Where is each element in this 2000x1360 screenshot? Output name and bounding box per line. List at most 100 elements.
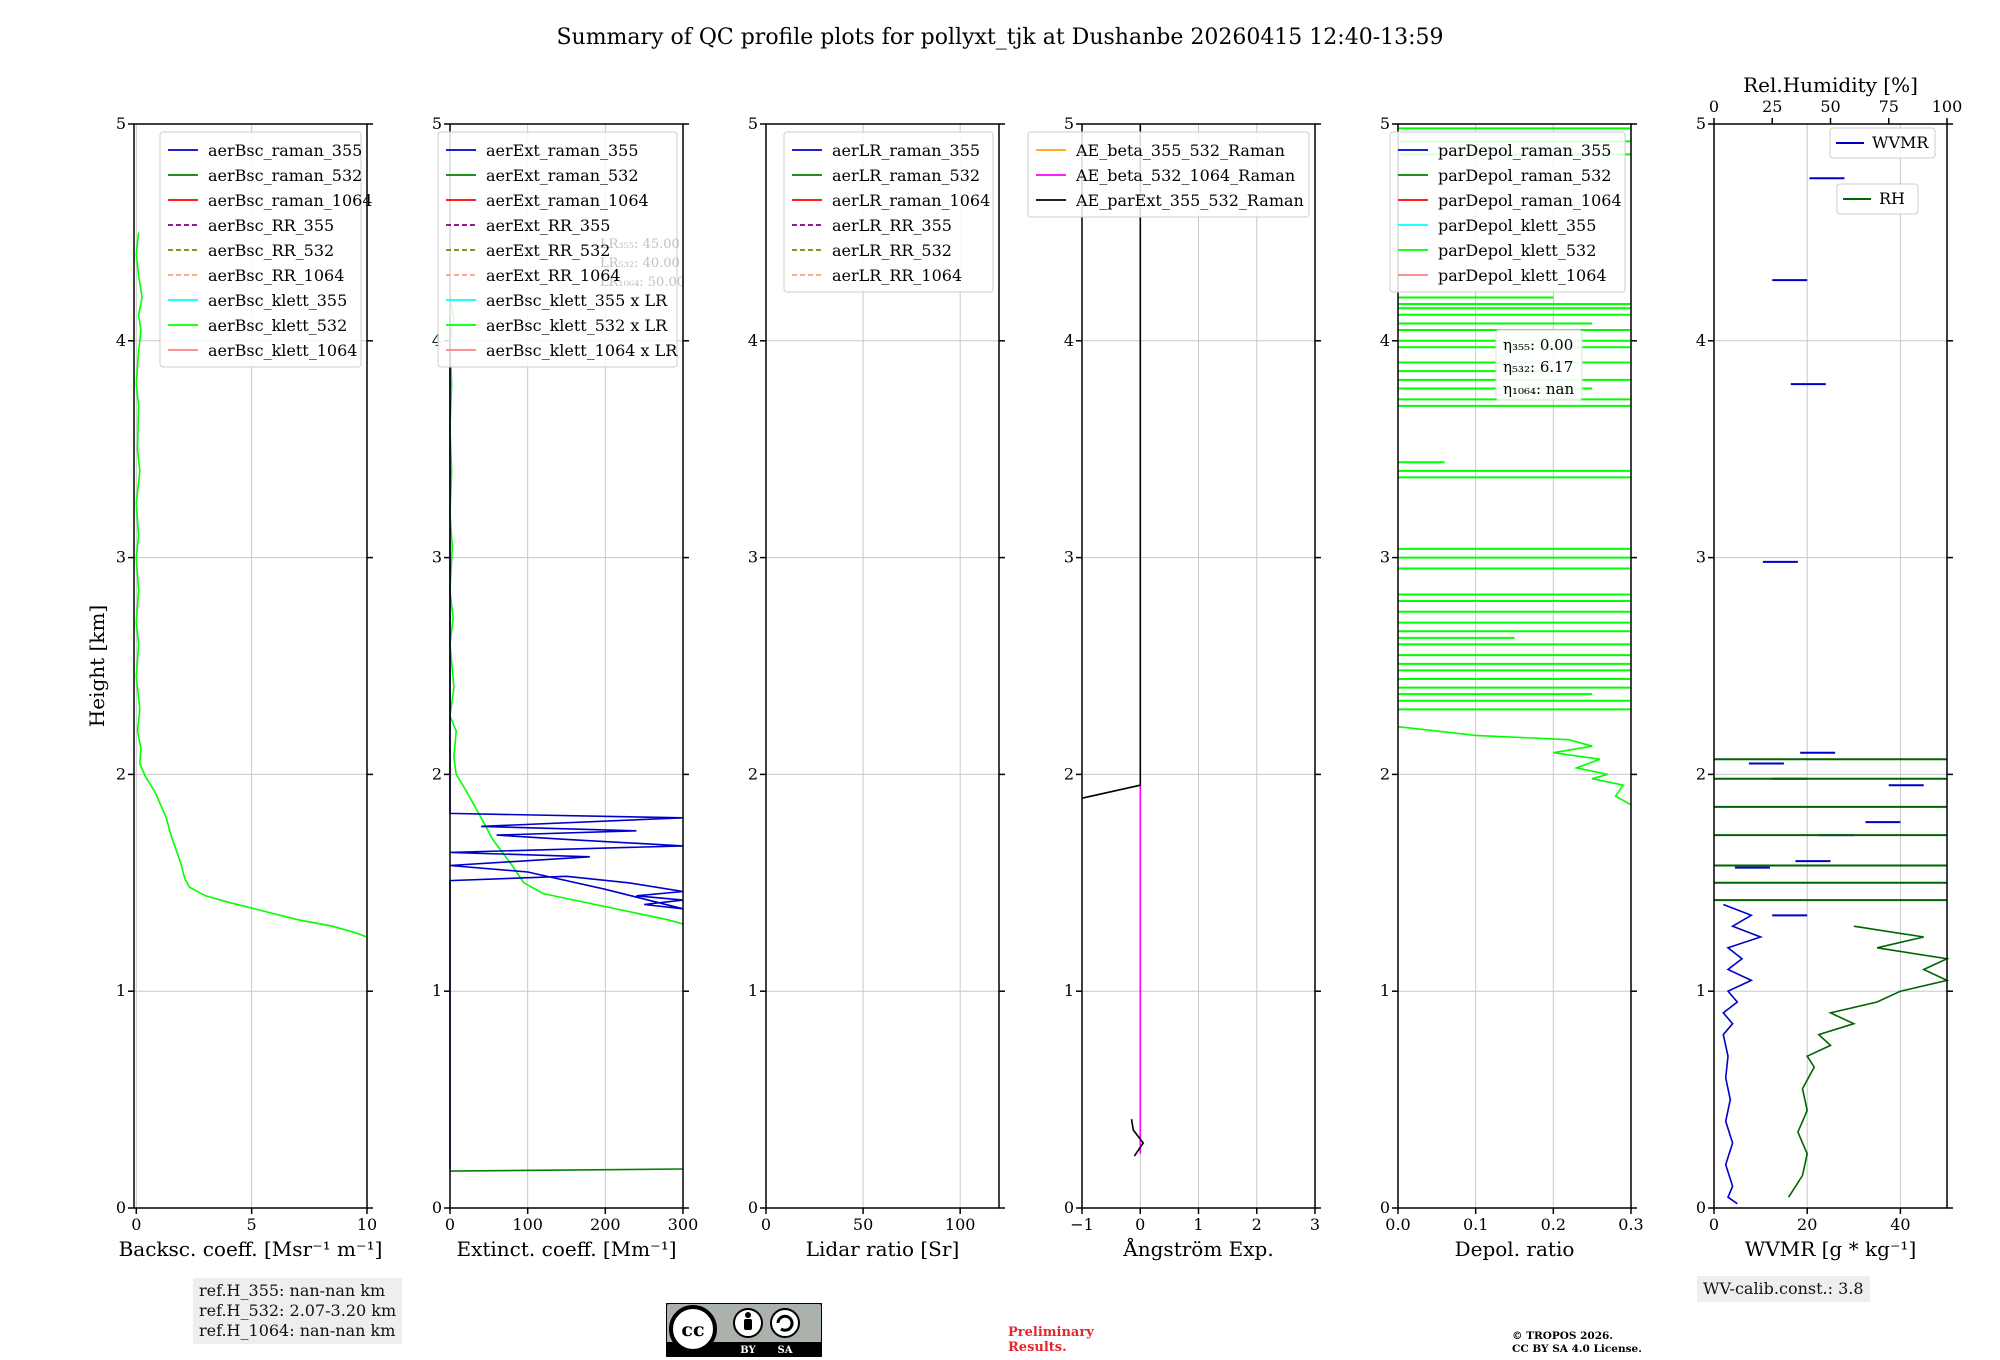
- x-tick-label: 300: [668, 1215, 699, 1234]
- legend-label: AE_beta_355_532_Raman: [1075, 141, 1285, 160]
- panel-ext: 0 100 200 300 0 1 2 3 4 5 Extinct. coeff. [Mm⁻¹] ae…: [432, 114, 698, 1261]
- y-tick-label: 3: [1380, 548, 1390, 567]
- reference-height-box: ref.H_355: nan-nan km ref.H_532: 2.07-3.…: [193, 1278, 403, 1344]
- y-tick-label: 0: [432, 1198, 442, 1217]
- y-tick-label: 1: [1380, 981, 1390, 1000]
- legend-wvmr: WVMR: [1829, 127, 1936, 159]
- y-tick-label: 5: [748, 114, 758, 133]
- legend-label: parDepol_klett_355: [1438, 216, 1596, 235]
- y-tick-label: 1: [1064, 981, 1074, 1000]
- legend-label: aerBsc_RR_1064: [208, 266, 344, 285]
- copyright-line-1: © TROPOS 2026.: [1512, 1330, 1614, 1342]
- x-tick-label: 1: [1193, 1215, 1203, 1234]
- legend-label: aerBsc_raman_1064: [208, 191, 373, 210]
- y-tick-label: 4: [1380, 331, 1390, 350]
- axes-frame: [1397, 123, 1632, 1209]
- y-tick-label: 1: [116, 981, 126, 1000]
- wv-calibration-constant: WV-calib.const.: 3.8: [1703, 1279, 1864, 1298]
- legend-label: aerBsc_klett_1064: [208, 341, 357, 360]
- x-tick-label: −1: [1070, 1215, 1094, 1234]
- legend-label: aerLR_raman_532: [832, 166, 980, 185]
- legend: AE_beta_355_532_Raman AE_beta_532_1064_Ra…: [1027, 131, 1310, 218]
- x-axis-label: Lidar ratio [Sr]: [806, 1237, 960, 1261]
- legend-label: AE_beta_532_1064_Raman: [1075, 166, 1295, 185]
- x-tick-label: 20: [1797, 1215, 1817, 1234]
- legend-label: aerExt_RR_1064: [486, 266, 621, 285]
- wv-calibration-box: WV-calib.const.: 3.8: [1697, 1276, 1870, 1302]
- legend-label: aerBsc_klett_1064 x LR: [486, 341, 678, 360]
- axes-frame: [1081, 123, 1316, 1209]
- legend-frame: [437, 131, 678, 368]
- x-tick-label: 0.0: [1385, 1215, 1410, 1234]
- axes-frame: [449, 123, 684, 1209]
- cc-logo-text: cc: [681, 1319, 704, 1341]
- legend-label: aerBsc_klett_355: [208, 291, 347, 310]
- x-tick-label: 0: [761, 1215, 771, 1234]
- copyright-line-2: CC BY SA 4.0 License.: [1512, 1343, 1642, 1355]
- legend-label: AE_parExt_355_532_Raman: [1075, 191, 1304, 210]
- legend-label: aerExt_RR_532: [486, 241, 610, 260]
- data-line: [449, 319, 684, 1169]
- data-line: [1722, 903, 1763, 1205]
- y-tick-label: 2: [116, 764, 126, 783]
- prelim-line-2: Results.: [1008, 1340, 1067, 1355]
- legend-label: aerBsc_raman_355: [208, 141, 362, 160]
- x-tick-label: 50: [853, 1215, 873, 1234]
- legend-frame: [159, 131, 362, 368]
- series-RH: [1787, 925, 1950, 1198]
- x-tick-label: 2: [1252, 1215, 1262, 1234]
- y-tick-label: 2: [1696, 764, 1706, 783]
- x-tick-label: 0: [445, 1215, 455, 1234]
- x-tick-label: 40: [1890, 1215, 1910, 1234]
- copyright-note: © TROPOS 2026. CC BY SA 4.0 License.: [1512, 1330, 1642, 1356]
- legend-label: RH: [1879, 189, 1905, 208]
- annotation-text: LR₅₃₂: 40.00: [600, 256, 680, 271]
- legend-label: parDepol_raman_1064: [1438, 191, 1622, 210]
- x-tick-label: 0: [1135, 1215, 1145, 1234]
- legend-label: aerBsc_RR_355: [208, 216, 334, 235]
- x-axis-label: WVMR [g * kg⁻¹]: [1745, 1237, 1917, 1261]
- data-line: [1130, 1118, 1145, 1157]
- x-tick-label: 0.1: [1463, 1215, 1488, 1234]
- by-person-head: [745, 1312, 751, 1318]
- series-aerBsc_klett_532: [135, 232, 368, 938]
- sa-share-arrow: [776, 1314, 794, 1332]
- series-aerBsc_klett_532 x LR: [449, 297, 684, 925]
- y-tick-label: 0: [116, 1198, 126, 1217]
- x-tick-label: 10: [357, 1215, 377, 1234]
- y-tick-label: 0: [1696, 1198, 1706, 1217]
- sa-share-icon: [770, 1308, 800, 1338]
- series-RH_layers: [1714, 758, 1947, 902]
- ref-height-532: ref.H_532: 2.07-3.20 km: [199, 1301, 397, 1320]
- x-axis-label: Ångström Exp.: [1122, 1236, 1273, 1261]
- axes-frame: [1713, 123, 1948, 1209]
- legend-label: aerBsc_klett_355 x LR: [486, 291, 668, 310]
- sa-label: SA: [778, 1345, 793, 1356]
- ref-height-1064: ref.H_1064: nan-nan km: [199, 1321, 396, 1340]
- cc-by-sa-license-badge: cc BY SA: [666, 1303, 822, 1357]
- legend-rh: RH: [1836, 183, 1919, 215]
- y-tick-label: 2: [1064, 764, 1074, 783]
- data-line: [449, 297, 684, 925]
- legend: parDepol_raman_355 parDepol_raman_532 parD…: [1389, 131, 1626, 293]
- annotation-text: LR₁₀₆₄: 50.00: [600, 275, 685, 290]
- legend-frame: [1027, 131, 1310, 218]
- annotation-text: η₃₅₅: 0.00: [1503, 336, 1573, 354]
- data-line: [1081, 124, 1142, 799]
- series-AE_parExt_355_532_Raman_low: [1130, 1118, 1145, 1157]
- prelim-line-1: Preliminary: [1008, 1325, 1094, 1340]
- x-tick-label: 0.3: [1618, 1215, 1643, 1234]
- y-axis-label: Height [km]: [85, 605, 109, 727]
- legend: aerExt_raman_355 aerExt_raman_532 aerExt_r…: [437, 131, 678, 368]
- legend-label: aerLR_RR_532: [832, 241, 952, 260]
- annotation-text: η₁₀₆₄: nan: [1503, 380, 1574, 398]
- y-tick-label: 5: [1696, 114, 1706, 133]
- legend-frame: [1836, 183, 1919, 215]
- y-tick-label: 5: [116, 114, 126, 133]
- legend-label: parDepol_raman_532: [1438, 166, 1611, 185]
- panel-bsc: 0 5 10 0 1 2 3 4 5 Backsc. coeff. [Msr⁻¹ m⁻¹] Heig…: [85, 114, 382, 1261]
- y-tick-label: 3: [116, 548, 126, 567]
- y-tick-label: 3: [1064, 548, 1074, 567]
